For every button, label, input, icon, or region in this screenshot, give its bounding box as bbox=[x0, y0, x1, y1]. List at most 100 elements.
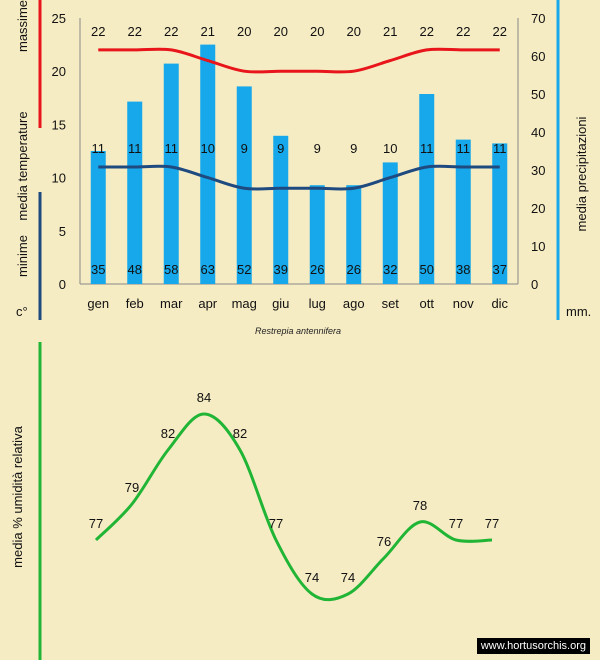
rain-label-lug: 26 bbox=[310, 262, 324, 277]
x-tick-gen: gen bbox=[87, 296, 109, 311]
right-tick-60: 60 bbox=[531, 49, 545, 64]
rain-label-apr: 63 bbox=[201, 262, 215, 277]
rain-bar-dic bbox=[492, 143, 508, 284]
right-tick-30: 30 bbox=[531, 163, 545, 178]
min-label-apr: 10 bbox=[201, 141, 215, 156]
x-tick-feb: feb bbox=[126, 296, 144, 311]
humidity-label-lug: 74 bbox=[305, 570, 319, 585]
left-tick-0: 0 bbox=[59, 277, 66, 292]
right-tick-0: 0 bbox=[531, 277, 538, 292]
credit-label: www.hortusorchis.org bbox=[476, 638, 590, 654]
right-tick-40: 40 bbox=[531, 125, 545, 140]
humidity-label-nov: 77 bbox=[449, 516, 463, 531]
max-label-feb: 22 bbox=[128, 24, 142, 39]
left-axis-title: media temperature bbox=[15, 111, 30, 220]
rain-bar-mag bbox=[236, 86, 252, 285]
chart-caption: Restrepia antennifera bbox=[255, 326, 341, 336]
min-label-dic: 11 bbox=[493, 141, 507, 156]
max-label-giu: 20 bbox=[274, 24, 288, 39]
min-temp-line bbox=[98, 164, 500, 191]
left-tick-20: 20 bbox=[52, 64, 66, 79]
rain-label-dic: 37 bbox=[493, 262, 507, 277]
left-tick-15: 15 bbox=[52, 117, 66, 132]
max-label-mag: 20 bbox=[237, 24, 251, 39]
rain-bar-gen bbox=[90, 151, 106, 284]
rain-label-mar: 58 bbox=[164, 262, 178, 277]
min-legend-word: minime bbox=[15, 235, 30, 277]
x-tick-mag: mag bbox=[232, 296, 257, 311]
max-label-ott: 22 bbox=[420, 24, 434, 39]
humidity-axis-title: media % umidità relativa bbox=[10, 425, 25, 567]
min-label-mag: 9 bbox=[241, 141, 248, 156]
min-label-ott: 11 bbox=[420, 141, 434, 156]
x-tick-lug: lug bbox=[309, 296, 326, 311]
rain-label-ott: 50 bbox=[420, 262, 434, 277]
min-label-set: 10 bbox=[383, 141, 397, 156]
rain-bar-giu bbox=[273, 135, 289, 284]
rain-label-feb: 48 bbox=[128, 262, 142, 277]
rain-label-ago: 26 bbox=[347, 262, 361, 277]
rain-label-gen: 35 bbox=[91, 262, 105, 277]
humidity-label-dic: 77 bbox=[485, 516, 499, 531]
rain-bar-set bbox=[382, 162, 398, 284]
max-label-apr: 21 bbox=[201, 24, 215, 39]
x-tick-ott: ott bbox=[420, 296, 435, 311]
humidity-label-apr: 84 bbox=[197, 390, 211, 405]
x-tick-mar: mar bbox=[160, 296, 183, 311]
rain-label-nov: 38 bbox=[456, 262, 470, 277]
max-label-gen: 22 bbox=[91, 24, 105, 39]
x-tick-dic: dic bbox=[491, 296, 508, 311]
x-tick-set: set bbox=[382, 296, 400, 311]
right-tick-10: 10 bbox=[531, 239, 545, 254]
min-label-gen: 11 bbox=[92, 141, 106, 156]
right-tick-50: 50 bbox=[531, 87, 545, 102]
right-tick-70: 70 bbox=[531, 11, 545, 26]
rain-label-set: 32 bbox=[383, 262, 397, 277]
humidity-label-ago: 74 bbox=[341, 570, 355, 585]
min-label-ago: 9 bbox=[350, 141, 357, 156]
rain-label-mag: 52 bbox=[237, 262, 251, 277]
left-unit: c° bbox=[16, 304, 28, 319]
humidity-line bbox=[94, 412, 493, 602]
right-axis-title: media precipitazioni bbox=[574, 116, 589, 231]
right-tick-20: 20 bbox=[531, 201, 545, 216]
rain-bar-apr bbox=[200, 44, 216, 284]
max-legend-word: massime bbox=[15, 0, 30, 52]
rain-bar-lug bbox=[309, 185, 325, 284]
rain-bar-ott bbox=[419, 94, 435, 284]
left-tick-25: 25 bbox=[52, 11, 66, 26]
right-unit: mm. bbox=[566, 304, 591, 319]
left-tick-10: 10 bbox=[52, 171, 66, 186]
x-tick-giu: giu bbox=[272, 296, 289, 311]
max-temp-line bbox=[98, 47, 500, 74]
max-label-lug: 20 bbox=[310, 24, 324, 39]
humidity-label-mar: 82 bbox=[161, 426, 175, 441]
left-tick-5: 5 bbox=[59, 224, 66, 239]
rain-label-giu: 39 bbox=[274, 262, 288, 277]
humidity-label-giu: 77 bbox=[269, 516, 283, 531]
humidity-label-set: 76 bbox=[377, 534, 391, 549]
min-label-feb: 11 bbox=[128, 141, 142, 156]
max-label-dic: 22 bbox=[493, 24, 507, 39]
min-label-mar: 11 bbox=[165, 141, 179, 156]
max-label-mar: 22 bbox=[164, 24, 178, 39]
min-label-nov: 11 bbox=[457, 141, 471, 156]
max-label-set: 21 bbox=[383, 24, 397, 39]
rain-bar-ago bbox=[346, 185, 362, 284]
min-label-giu: 9 bbox=[277, 141, 284, 156]
max-label-ago: 20 bbox=[347, 24, 361, 39]
rain-bar-feb bbox=[127, 101, 143, 284]
x-tick-ago: ago bbox=[343, 296, 365, 311]
max-label-nov: 22 bbox=[456, 24, 470, 39]
x-tick-apr: apr bbox=[198, 296, 217, 311]
humidity-label-ott: 78 bbox=[413, 498, 427, 513]
rain-bar-mar bbox=[163, 63, 179, 284]
humidity-label-gen: 77 bbox=[89, 516, 103, 531]
humidity-label-feb: 79 bbox=[125, 480, 139, 495]
x-tick-nov: nov bbox=[453, 296, 474, 311]
rain-bar-nov bbox=[455, 139, 471, 284]
humidity-label-mag: 82 bbox=[233, 426, 247, 441]
min-label-lug: 9 bbox=[314, 141, 321, 156]
